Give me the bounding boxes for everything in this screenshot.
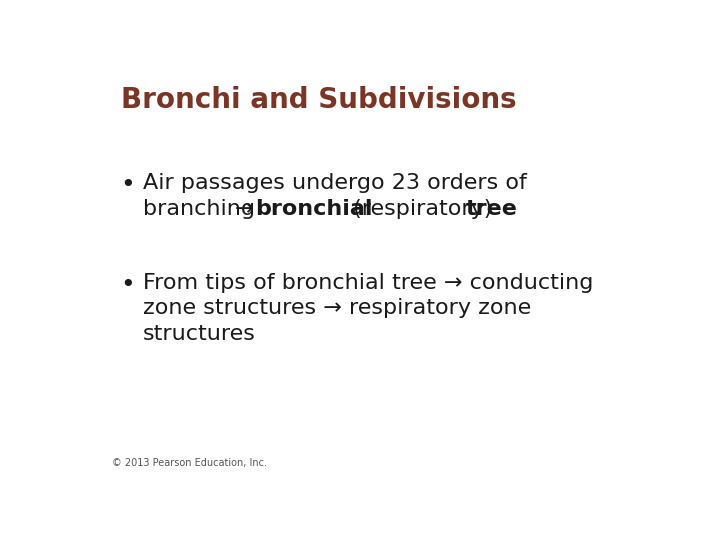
Text: © 2013 Pearson Education, Inc.: © 2013 Pearson Education, Inc.	[112, 458, 267, 468]
Text: •: •	[121, 273, 135, 296]
Text: bronchial: bronchial	[256, 199, 373, 219]
Text: →: →	[235, 199, 261, 219]
Text: (respiratory): (respiratory)	[346, 199, 500, 219]
Text: structures: structures	[143, 324, 256, 344]
Text: tree: tree	[465, 199, 517, 219]
Text: From tips of bronchial tree → conducting: From tips of bronchial tree → conducting	[143, 273, 593, 293]
Text: Bronchi and Subdivisions: Bronchi and Subdivisions	[121, 85, 516, 113]
Text: zone structures → respiratory zone: zone structures → respiratory zone	[143, 299, 531, 319]
Text: •: •	[121, 173, 135, 197]
Text: branching: branching	[143, 199, 262, 219]
Text: Air passages undergo 23 orders of: Air passages undergo 23 orders of	[143, 173, 527, 193]
